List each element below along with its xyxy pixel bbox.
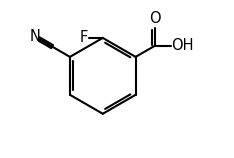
Text: O: O — [149, 11, 161, 26]
Text: N: N — [30, 30, 41, 44]
Text: F: F — [80, 30, 88, 45]
Text: OH: OH — [171, 38, 194, 53]
